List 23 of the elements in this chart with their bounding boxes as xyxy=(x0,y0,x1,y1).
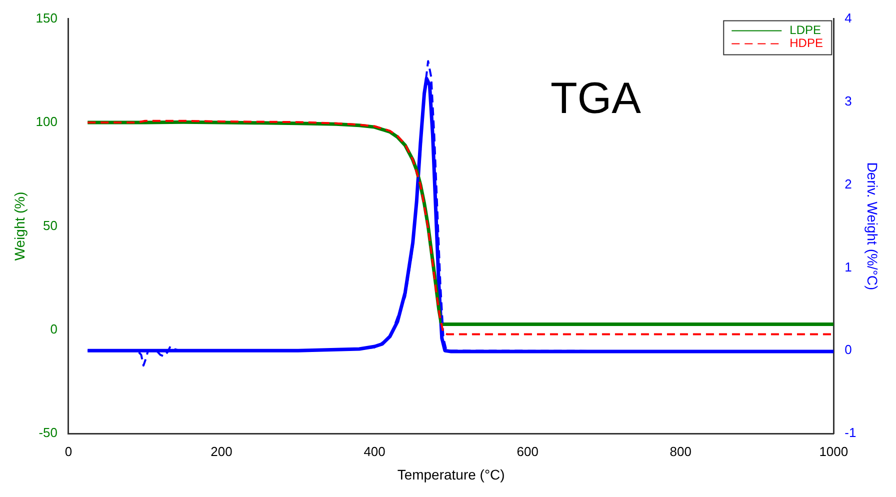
y-tick-label: 100 xyxy=(36,114,58,130)
y2-tick-label: 2 xyxy=(844,176,852,192)
y-tick-label: -50 xyxy=(38,425,58,440)
y-tick-label: 50 xyxy=(43,218,58,233)
legend-label: LDPE xyxy=(790,23,821,38)
x-tick-label: 600 xyxy=(516,444,538,459)
annotation: TGA xyxy=(550,74,642,123)
x-tick-label: 0 xyxy=(64,444,72,459)
x-tick-label: 400 xyxy=(364,444,386,459)
y2-axis-title: Deriv. Weight (%/°C) xyxy=(864,162,881,290)
y2-tick-label: 1 xyxy=(844,259,852,274)
y2-tick-label: -1 xyxy=(844,425,856,440)
x-tick-label: 800 xyxy=(670,444,692,459)
y2-tick-label: 3 xyxy=(844,93,852,108)
x-tick-label: 200 xyxy=(210,444,232,459)
legend-label: HDPE xyxy=(790,36,823,50)
y-tick-label: 0 xyxy=(50,321,58,336)
y2-tick-label: 0 xyxy=(844,342,852,358)
y-axis-title: Weight (%) xyxy=(11,192,28,261)
x-axis-title: Temperature (°C) xyxy=(397,466,505,482)
y2-tick-label: 4 xyxy=(844,10,852,26)
y-tick-label: 150 xyxy=(36,10,58,26)
x-tick-label: 1000 xyxy=(819,444,848,459)
